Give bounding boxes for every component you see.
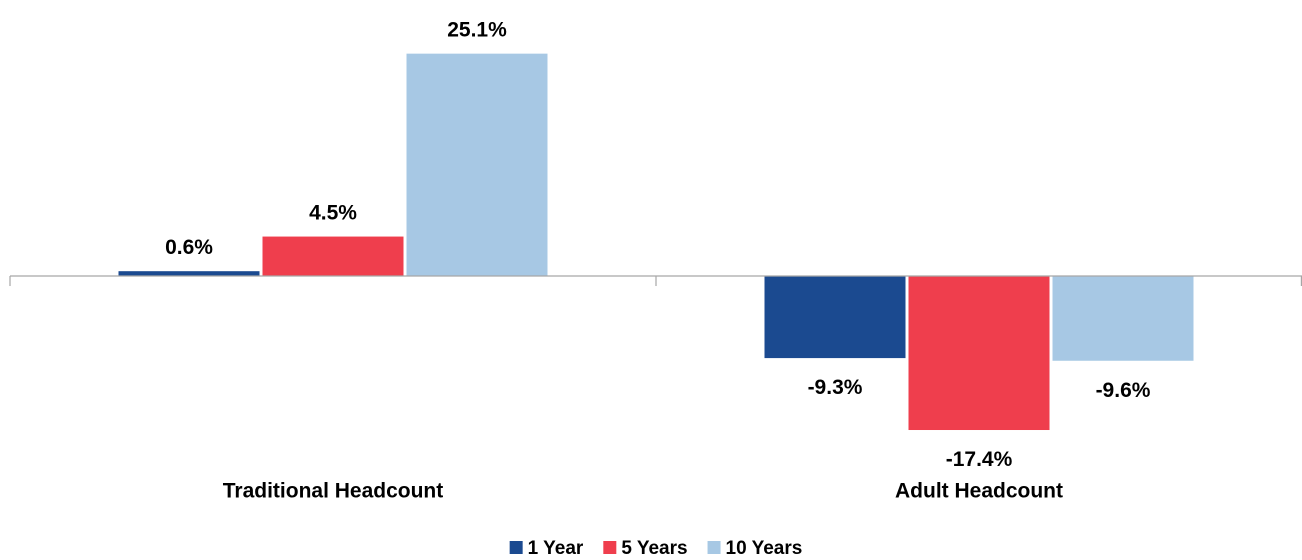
data-label: -9.6% [1096,379,1151,402]
bar [1051,275,1195,362]
data-label: -9.3% [808,376,863,399]
legend-swatch [603,541,617,554]
legend-swatch [707,541,721,554]
data-label: 0.6% [165,236,213,259]
data-label: 25.1% [447,19,507,42]
legend-label: 5 Years [621,538,687,559]
bar [763,275,907,360]
x-tick-label: Adult Headcount [895,480,1063,503]
bar [117,270,261,277]
data-label: -17.4% [946,448,1013,471]
bar [261,235,405,277]
data-label: 4.5% [309,202,357,225]
x-tick-label: Traditional Headcount [223,480,444,503]
legend: 1 Year 5 Years 10 Years [509,538,803,559]
legend-label: 1 Year [528,538,584,559]
bar [907,275,1051,432]
legend-swatch [509,541,523,554]
legend-label: 10 Years [726,538,803,559]
bar [405,52,549,277]
